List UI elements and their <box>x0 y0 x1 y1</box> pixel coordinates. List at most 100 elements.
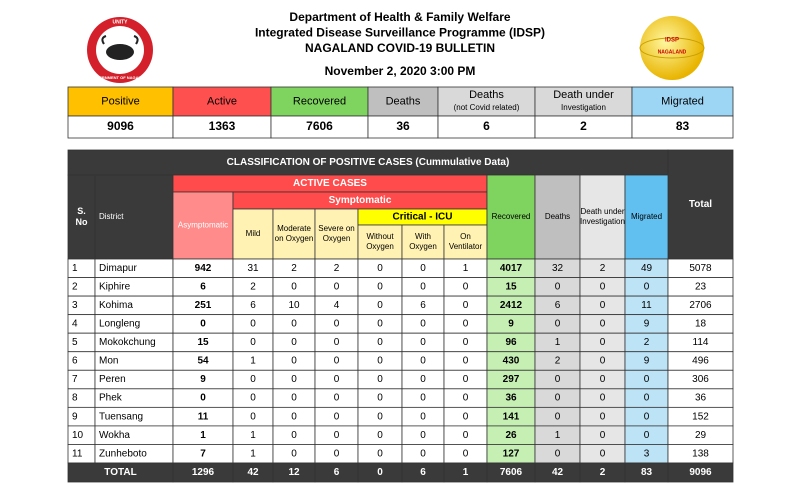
cell-value: 0 <box>291 356 297 367</box>
cell-value: 6 <box>250 300 256 311</box>
summary-value-text: 1363 <box>209 119 236 133</box>
cell <box>314 208 359 260</box>
cell-value: 0 <box>291 374 297 385</box>
cell-value: 6 <box>72 356 78 367</box>
cell-text: Oxygen <box>366 242 394 251</box>
cell-value: Zunheboto <box>99 448 147 459</box>
cell-value: 2 <box>600 263 606 274</box>
cell-value: 4017 <box>500 263 523 274</box>
cell-value: 0 <box>555 448 561 459</box>
cell-value: 2 <box>644 337 650 348</box>
summary-header <box>172 86 272 117</box>
cell-text: Migrated <box>631 212 662 221</box>
cell-text: on Oxygen <box>275 234 314 243</box>
cell-text: CLASSIFICATION OF POSITIVE CASES (Cummul… <box>227 157 510 168</box>
summary-header-text: Deaths <box>469 89 504 101</box>
cell-value: 11 <box>198 411 209 422</box>
cell-value: 0 <box>334 281 340 292</box>
cell-value: 0 <box>420 448 426 459</box>
cell-value: Peren <box>99 374 126 385</box>
cell-value: 5 <box>72 337 78 348</box>
cell-value: 3 <box>644 448 650 459</box>
cell-value: 8 <box>72 393 78 404</box>
cell-value: Wokha <box>99 430 130 441</box>
total-value: 6 <box>420 467 426 478</box>
cell-value: 0 <box>377 263 383 274</box>
cell-value: 18 <box>695 319 707 330</box>
cell-value: 0 <box>555 374 561 385</box>
cell-value: 0 <box>334 411 340 422</box>
cell-value: 0 <box>377 393 383 404</box>
summary-header <box>631 86 734 117</box>
cell-value: 96 <box>505 337 517 348</box>
cell-value: 0 <box>420 356 426 367</box>
total-value: 2 <box>600 467 606 478</box>
cell-value: 114 <box>693 337 709 348</box>
summary-value-text: 83 <box>676 119 690 133</box>
cell-value: 0 <box>334 319 340 330</box>
cell-text: Death under <box>580 207 624 216</box>
cell-value: 4 <box>334 300 340 311</box>
cell-value: 0 <box>600 319 606 330</box>
cell-value: 0 <box>600 374 606 385</box>
cell-value: 0 <box>334 374 340 385</box>
cell-value: Mon <box>99 356 118 367</box>
cell-value: 0 <box>377 319 383 330</box>
summary-value <box>631 115 734 139</box>
cell-value: 0 <box>463 430 469 441</box>
cell-value: 10 <box>288 300 300 311</box>
cell-value: 0 <box>555 411 561 422</box>
total-value: 42 <box>552 467 564 478</box>
cell-text: Severe on <box>318 224 354 233</box>
cell-text: No <box>76 217 88 227</box>
cell-value: 0 <box>420 337 426 348</box>
logo-text: NAGALAND <box>658 49 687 55</box>
cell-value: 0 <box>291 319 297 330</box>
cell-value: 0 <box>377 337 383 348</box>
cell-value: 1 <box>463 263 469 274</box>
cell-value: 0 <box>463 356 469 367</box>
total-value: 1 <box>463 467 469 478</box>
cell-text: S. <box>77 206 86 216</box>
cell-text: Critical - ICU <box>392 212 452 223</box>
cell <box>624 174 669 260</box>
cell-value: 0 <box>377 430 383 441</box>
cell-value: 0 <box>291 337 297 348</box>
cell-value: 0 <box>644 411 650 422</box>
summary-value-text: 2 <box>580 119 587 133</box>
cell-text: Asymptomatic <box>178 221 228 230</box>
cell-value: 15 <box>505 281 517 292</box>
cell-value: 0 <box>250 337 256 348</box>
cell-text: Mild <box>246 229 261 238</box>
total-cell <box>667 462 734 483</box>
cell-text: Total <box>689 199 712 210</box>
cell-text: Investigation <box>580 217 625 226</box>
cell-value: 0 <box>644 430 650 441</box>
cell-value: 10 <box>72 430 84 441</box>
cell-value: 4 <box>72 319 78 330</box>
cell-value: 11 <box>641 300 652 311</box>
cell-value: 0 <box>334 448 340 459</box>
cell-value: 496 <box>692 356 709 367</box>
cell-text: Moderate <box>277 224 311 233</box>
cell-value: 0 <box>334 356 340 367</box>
cell-value: Dimapur <box>99 263 137 274</box>
cell-value: 6 <box>420 300 426 311</box>
summary-header-text: Deaths <box>386 95 421 107</box>
bulletin-date: November 2, 2020 3:00 PM <box>325 64 476 78</box>
cell-text: Symptomatic <box>329 195 392 206</box>
summary-header-text: Positive <box>101 95 140 107</box>
cell-value: 2 <box>555 356 561 367</box>
cell-value: 1 <box>250 356 256 367</box>
cell-text: Deaths <box>545 212 570 221</box>
cell-text: ACTIVE CASES <box>293 178 367 189</box>
cell-value: 31 <box>247 263 259 274</box>
header-line: NAGALAND COVID-19 BULLETIN <box>305 41 495 55</box>
cell-value: 0 <box>377 374 383 385</box>
cell-value: 0 <box>463 281 469 292</box>
cell-value: Longleng <box>99 319 140 330</box>
cell-value: 54 <box>197 356 209 367</box>
cell-value: 0 <box>200 393 206 404</box>
cell-value: 0 <box>291 430 297 441</box>
